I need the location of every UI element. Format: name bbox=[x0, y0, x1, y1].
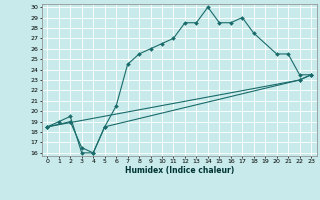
X-axis label: Humidex (Indice chaleur): Humidex (Indice chaleur) bbox=[124, 166, 234, 175]
